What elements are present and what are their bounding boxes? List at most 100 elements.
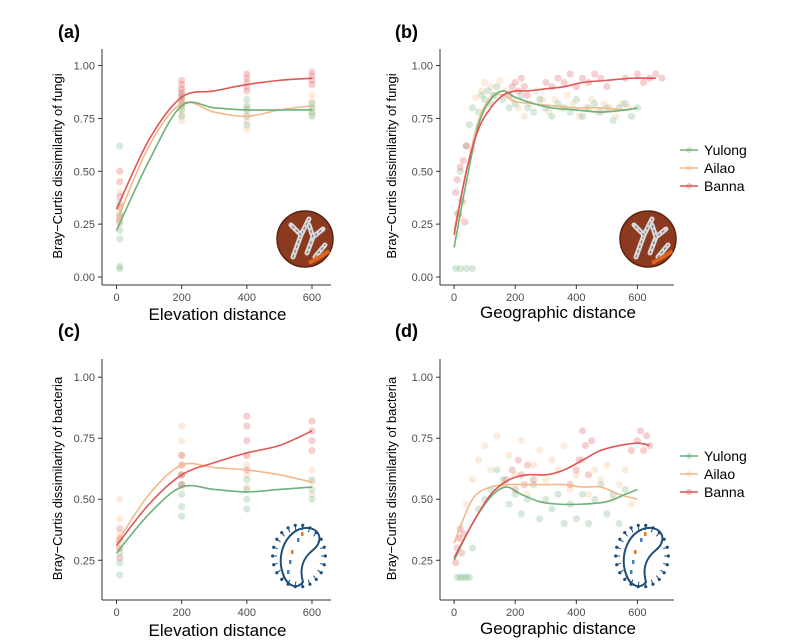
panel-label: (d)	[395, 321, 418, 341]
point-yulong	[572, 515, 580, 523]
point-yulong	[548, 505, 556, 513]
point-banna	[523, 91, 532, 99]
x-axis-title: Geographic distance	[480, 619, 636, 638]
point-banna	[652, 70, 660, 78]
y-tick-label: 0.75	[412, 113, 433, 125]
y-tick-label: 1.00	[412, 61, 433, 73]
point-ailao	[178, 422, 186, 430]
x-axis-title: Elevation distance	[149, 305, 287, 324]
point-yulong	[578, 112, 587, 120]
legend-marker	[686, 183, 692, 189]
legend-item-ailao: Ailao	[680, 466, 735, 482]
point-banna	[658, 74, 666, 82]
x-tick-label: 200	[506, 292, 524, 304]
y-tick-label: 0.25	[412, 555, 433, 567]
point-yulong	[591, 100, 599, 108]
y-tick-label: 0.50	[74, 166, 95, 178]
point-yulong	[542, 495, 550, 503]
y-axis-title: Bray−Curtis dissimilarity of bacteria	[50, 376, 65, 580]
x-tick-label: 0	[451, 292, 457, 304]
legend-bottom: Yulong Ailao Banna	[680, 448, 747, 500]
panel-label: (b)	[395, 22, 418, 42]
point-yulong	[536, 515, 544, 523]
point-banna	[308, 417, 316, 425]
point-banna	[560, 78, 568, 87]
point-banna	[508, 83, 516, 91]
point-yulong	[468, 104, 477, 112]
point-yulong	[178, 112, 186, 120]
x-tick-label: 0	[113, 292, 119, 304]
point-banna	[639, 78, 648, 87]
y-tick-label: 0.25	[74, 555, 95, 567]
curve-banna	[115, 430, 313, 547]
point-banna	[459, 529, 467, 538]
legend-label: Yulong	[704, 448, 747, 464]
point-banna	[116, 178, 124, 186]
point-ailao	[615, 481, 623, 489]
point-yulong	[308, 112, 316, 120]
y-tick-label: 0.50	[412, 494, 433, 506]
legend-marker	[686, 453, 692, 459]
y-axis-title: Bray−Curtis dissimilarity of bacteria	[384, 376, 399, 580]
x-axis-title: Elevation distance	[149, 621, 287, 640]
point-banna	[603, 83, 611, 91]
point-banna	[116, 524, 124, 533]
point-ailao	[572, 471, 580, 479]
point-ailao	[308, 91, 316, 99]
point-yulong	[465, 573, 473, 581]
point-yulong	[243, 505, 251, 513]
point-yulong	[456, 264, 464, 273]
point-ailao	[539, 95, 547, 103]
point-banna	[459, 157, 467, 165]
point-banna	[584, 471, 593, 479]
point-ailao	[487, 466, 495, 474]
point-banna	[243, 87, 251, 95]
point-yulong	[481, 95, 489, 103]
point-yulong	[603, 510, 611, 518]
point-banna	[116, 554, 124, 562]
x-tick-label: 200	[172, 607, 190, 619]
y-tick-label: 0.75	[74, 433, 95, 445]
point-banna	[636, 427, 645, 435]
point-yulong	[584, 520, 593, 528]
point-yulong	[621, 100, 629, 108]
point-ailao	[308, 466, 316, 474]
point-yulong	[505, 500, 513, 508]
point-banna	[461, 218, 469, 226]
point-yulong	[591, 495, 599, 503]
point-ailao	[308, 97, 316, 106]
point-ailao	[178, 104, 186, 112]
point-banna	[520, 83, 528, 91]
legend-marker	[686, 489, 692, 495]
point-banna	[452, 559, 460, 567]
point-ailao	[468, 476, 477, 484]
legend-marker	[686, 165, 692, 171]
y-tick-label: 0.25	[74, 219, 95, 231]
point-banna	[243, 74, 251, 82]
y-axis-title: Bray−Curtis dissimilarity of fungi	[384, 73, 399, 258]
x-tick-label: 400	[567, 607, 585, 619]
point-yulong	[484, 87, 492, 95]
point-yulong	[523, 104, 532, 112]
point-ailao	[505, 451, 513, 459]
point-banna	[591, 70, 599, 78]
point-ailao	[618, 100, 626, 108]
point-yulong	[462, 264, 470, 273]
y-tick-label: 0.75	[412, 433, 433, 445]
point-ailao	[621, 466, 629, 474]
panel-b: (b) 0 200 400 600 0.00 0.25 0.50 0.75 1.00 Geograp…	[384, 22, 677, 322]
point-yulong	[554, 490, 562, 498]
point-banna	[178, 451, 186, 459]
point-banna	[581, 441, 590, 450]
y-tick-label: 1.00	[412, 372, 433, 384]
point-banna	[511, 78, 519, 87]
curve-ailao	[115, 462, 313, 544]
point-ailao	[575, 112, 583, 120]
legend-label: Ailao	[704, 466, 735, 482]
x-tick-label: 600	[628, 292, 646, 304]
point-banna	[529, 476, 538, 484]
y-axis-title: Bray−Curtis dissimilarity of fungi	[50, 73, 65, 258]
point-ailao	[243, 461, 251, 469]
point-yulong	[465, 121, 473, 129]
x-tick-label: 200	[172, 292, 190, 304]
